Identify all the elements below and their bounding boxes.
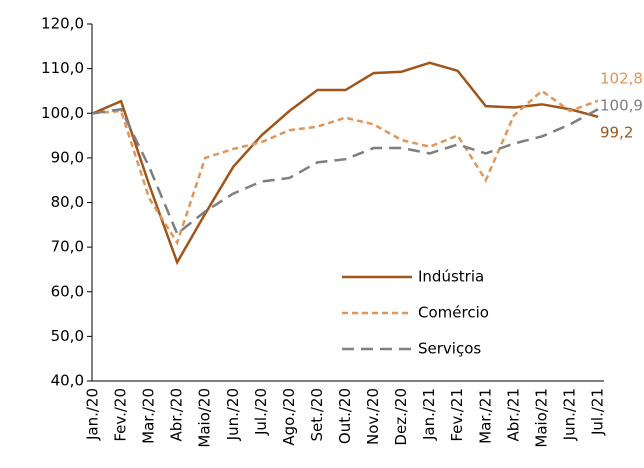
- y-tick-label: 90,0: [51, 148, 84, 166]
- end-label: 99,2: [600, 123, 633, 141]
- line-series: [92, 61, 599, 266]
- x-tick-label: Nov./20: [364, 388, 382, 445]
- legend-label: Comércio: [418, 304, 489, 322]
- x-tick-label: Maio/20: [196, 388, 214, 448]
- line-series: [92, 107, 599, 236]
- y-tick-label: 70,0: [51, 238, 84, 256]
- y-tick-label: 110,0: [41, 59, 84, 77]
- y-tick-label: 100,0: [41, 104, 84, 122]
- x-tick-label: Out./20: [336, 388, 354, 444]
- x-tick-label: Abr./20: [168, 388, 186, 441]
- y-tick-label: 80,0: [51, 193, 84, 211]
- end-label: 100,9: [600, 97, 643, 115]
- x-tick-label: Ago./20: [280, 388, 298, 446]
- x-tick-label: Set./20: [308, 388, 326, 442]
- legend-label: Serviços: [418, 340, 481, 358]
- x-tick-label: Maio/21: [532, 388, 550, 448]
- x-tick-label: Jul./21: [589, 388, 607, 436]
- x-tick-label: Mar./21: [476, 388, 494, 444]
- legend-label: Indústria: [418, 268, 484, 286]
- x-tick-label: Jul./20: [252, 388, 270, 436]
- x-tick-label: Jan./21: [420, 388, 438, 441]
- x-tick-label: Mar./20: [140, 388, 158, 444]
- x-tick-label: Jan./20: [84, 388, 102, 441]
- x-tick-label: Jun./21: [560, 388, 578, 441]
- x-tick-label: Fev./20: [112, 388, 130, 442]
- x-tick-label: Abr./21: [504, 388, 522, 441]
- y-tick-label: 40,0: [51, 372, 84, 390]
- x-tick-label: Jun./20: [224, 388, 242, 441]
- line-series: [92, 89, 599, 246]
- y-tick-label: 60,0: [51, 282, 84, 300]
- y-tick-label: 120,0: [41, 15, 84, 33]
- x-tick-label: Fev./21: [448, 388, 466, 442]
- end-label: 102,8: [600, 69, 643, 87]
- x-tick-label: Dez./20: [392, 388, 410, 446]
- y-tick-label: 50,0: [51, 327, 84, 345]
